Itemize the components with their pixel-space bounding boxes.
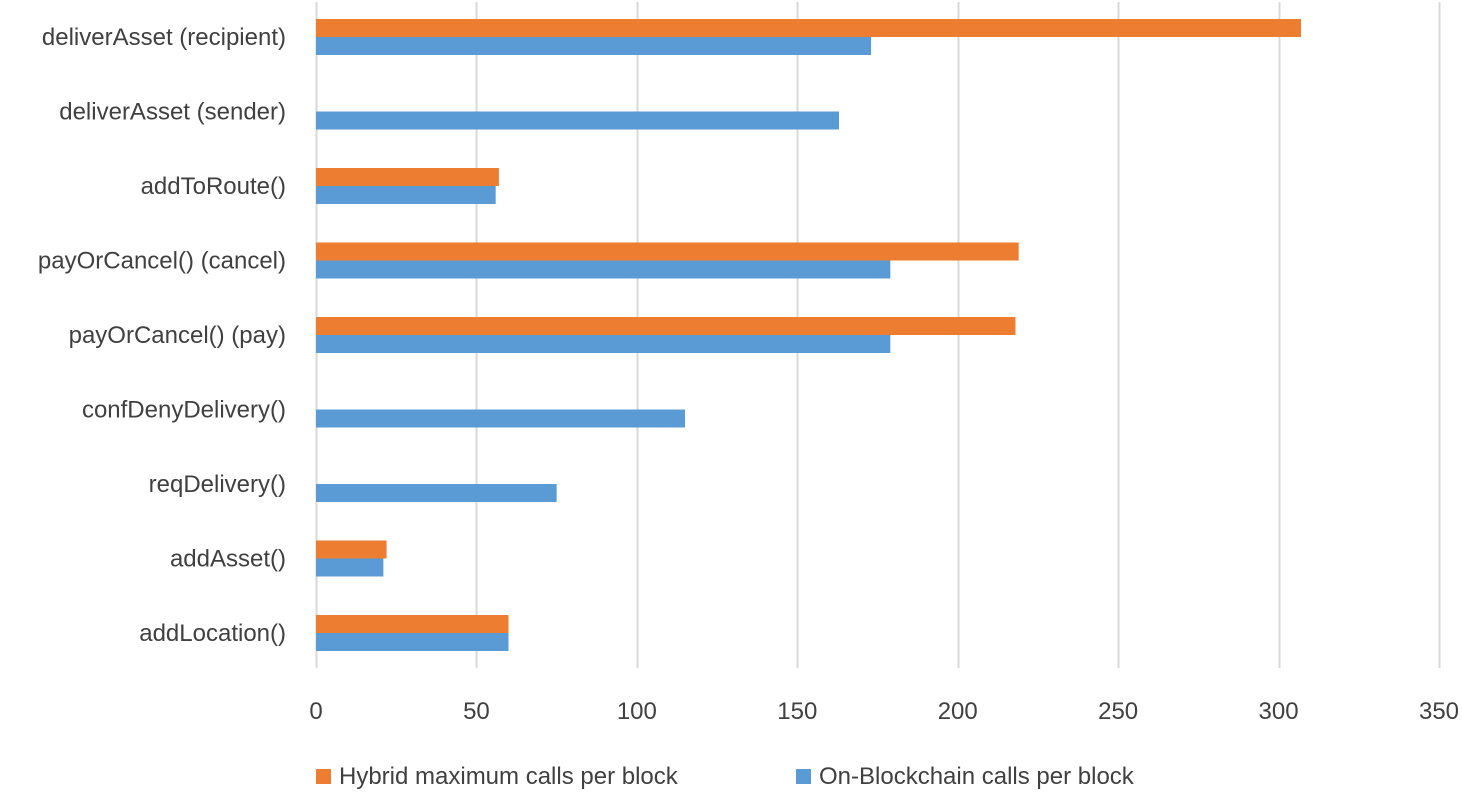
category-label: deliverAsset (sender) (59, 99, 286, 126)
x-tick-label: 250 (1098, 698, 1138, 725)
category-label: payOrCancel() (pay) (69, 322, 286, 349)
legend-label-2: On-Blockchain calls per block (819, 763, 1135, 790)
legend-swatch-1 (316, 769, 331, 784)
bar-series1-cat1 (316, 19, 1302, 37)
x-tick-label: 200 (938, 698, 978, 725)
bar-series2-cat6 (316, 409, 685, 428)
category-label: addLocation() (139, 620, 286, 647)
x-tick-label: 0 (309, 698, 322, 725)
bar-series2-cat9 (316, 633, 509, 651)
bar-series1-cat5 (316, 317, 1016, 335)
category-label: payOrCancel() (cancel) (38, 248, 286, 275)
x-tick-label: 100 (617, 698, 657, 725)
legend-label-1: Hybrid maximum calls per block (339, 763, 679, 790)
category-label: reqDelivery() (149, 471, 286, 498)
category-labels: deliverAsset (recipient) deliverAsset (se… (38, 24, 286, 647)
bar-series2-cat7 (316, 484, 557, 502)
bar-series1-cat4 (316, 242, 1019, 261)
x-tick-label: 150 (777, 698, 817, 725)
bar-series2-cat4 (316, 260, 891, 279)
bar-series2-cat8 (316, 558, 384, 577)
bars (316, 19, 1302, 651)
x-tick-label: 50 (463, 698, 490, 725)
bar-series2-cat5 (316, 335, 891, 353)
category-label: addAsset() (170, 546, 286, 573)
bar-series2-cat2 (316, 111, 839, 130)
category-label: confDenyDelivery() (82, 397, 286, 424)
bar-series1-cat8 (316, 540, 387, 559)
bar-series1-cat3 (316, 168, 499, 186)
x-axis-tick-labels: 0 50 100 150 200 250 300 350 (309, 698, 1459, 725)
legend: Hybrid maximum calls per block On-Blockch… (316, 763, 1135, 790)
x-tick-label: 300 (1259, 698, 1299, 725)
bar-series2-cat1 (316, 37, 872, 55)
x-tick-label: 350 (1419, 698, 1459, 725)
legend-swatch-2 (796, 769, 811, 784)
category-label: deliverAsset (recipient) (42, 24, 286, 51)
category-label: addToRoute() (141, 173, 286, 200)
bar-series1-cat9 (316, 615, 509, 633)
bar-series2-cat3 (316, 186, 496, 204)
